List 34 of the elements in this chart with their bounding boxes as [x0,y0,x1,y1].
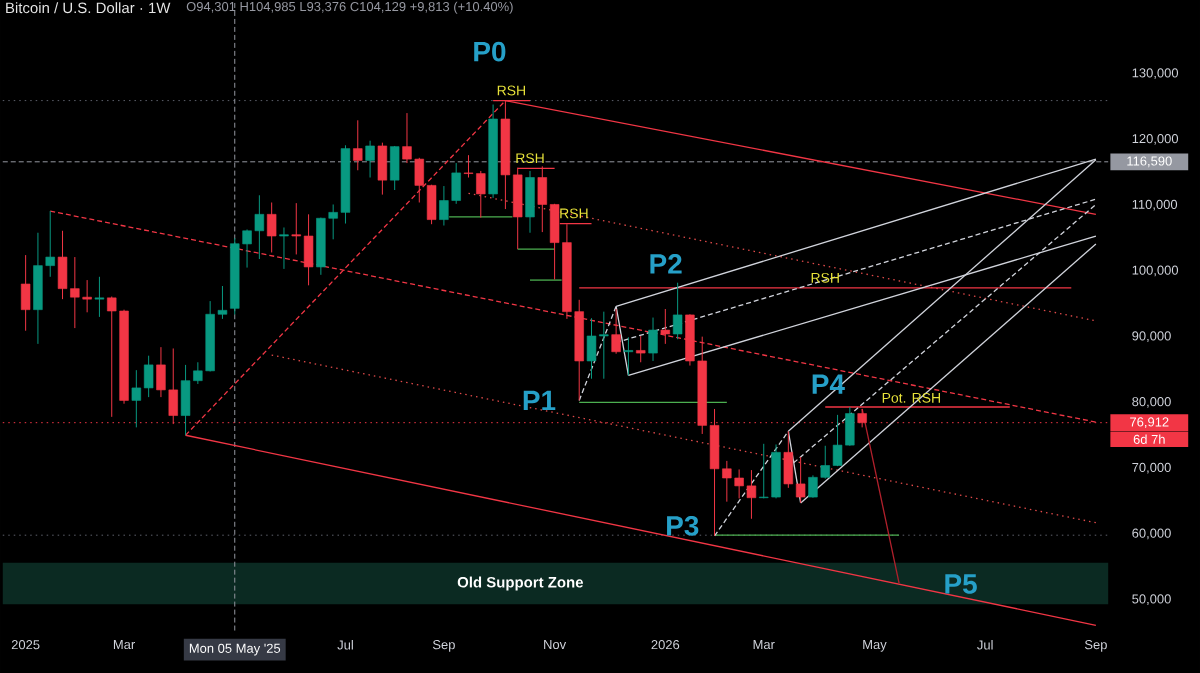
x-tick-label: Mar [113,639,135,649]
annotation: P1 [523,390,556,410]
chart-title: Bitcoin / U.S. Dollar · 1W [6,1,171,13]
x-tick-label: May [863,639,887,652]
annotation: RSH [497,85,525,96]
annotation: P0 [474,41,506,62]
ref-line-label: 76,912 [1130,417,1169,428]
x-tick-label: Sep [432,639,455,652]
y-tick-label: 70,000 [1132,462,1171,474]
y-tick-label: 120,000 [1132,133,1179,145]
annotation: RSH [811,272,839,283]
x-tick-label: Mar [753,639,775,649]
ref-line-label: Mon 05 May '25 [189,643,281,656]
y-tick-label: 80,000 [1132,396,1171,408]
y-tick-label: 110,000 [1132,199,1178,211]
annotation: P3 [667,515,699,536]
y-tick-label: 100,000 [1132,265,1179,277]
y-tick-label: 50,000 [1132,594,1171,605]
y-tick-label: 60,000 [1132,528,1171,540]
x-tick-label: Nov [544,639,567,649]
ref-line-label: 116,590 [1127,156,1172,167]
x-tick-label: Jul [337,639,353,650]
y-tick-label: 90,000 [1132,331,1171,342]
x-tick-label: 2025 [11,639,40,650]
annotation: P2 [650,253,682,274]
annotation: RSH [516,153,544,163]
x-tick-label: Jul [977,639,993,650]
annotation: P5 [945,574,977,594]
y-tick-label: 130,000 [1132,68,1179,79]
band-label: Old Support Zone [457,576,584,591]
x-tick-label: Sep [1084,639,1107,652]
chart-subtitle: O94,301 H104,985 L93,376 C104,129 +9,813 (+10.40%) [186,1,513,14]
x-tick-label: 2026 [651,639,680,650]
text: 6d 7h [1133,434,1165,444]
